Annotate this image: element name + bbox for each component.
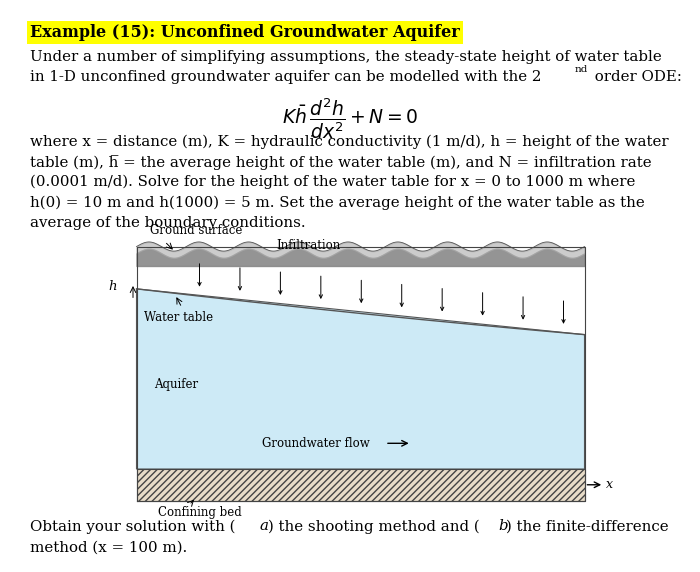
Text: Ground surface: Ground surface <box>150 224 243 237</box>
Text: Aquifer: Aquifer <box>154 378 198 391</box>
Polygon shape <box>136 469 584 500</box>
Text: nd: nd <box>575 65 588 74</box>
Text: h: h <box>108 280 117 292</box>
Text: method (x = 100 m).: method (x = 100 m). <box>30 541 188 555</box>
Text: table (m), h̅ = the average height of the water table (m), and N = infiltration : table (m), h̅ = the average height of th… <box>30 154 652 170</box>
Text: Confining bed: Confining bed <box>158 506 241 519</box>
Text: in 1-D unconfined groundwater aquifer can be modelled with the 2: in 1-D unconfined groundwater aquifer ca… <box>30 70 542 84</box>
Text: where x = distance (m), K = hydraulic conductivity (1 m/d), h = height of the wa: where x = distance (m), K = hydraulic co… <box>30 134 668 149</box>
Text: Obtain your solution with (: Obtain your solution with ( <box>30 519 236 534</box>
Text: ) the finite-difference: ) the finite-difference <box>506 519 669 533</box>
Text: ) the shooting method and (: ) the shooting method and ( <box>268 519 480 534</box>
Text: x: x <box>606 478 612 491</box>
Text: h(0) = 10 m and h(1000) = 5 m. Set the average height of the water table as the: h(0) = 10 m and h(1000) = 5 m. Set the a… <box>30 195 645 210</box>
Text: Under a number of simplifying assumptions, the steady-state height of water tabl: Under a number of simplifying assumption… <box>30 50 662 63</box>
Text: Infiltration: Infiltration <box>276 239 341 252</box>
Text: (0.0001 m/d). Solve for the height of the water table for x = 0 to 1000 m where: (0.0001 m/d). Solve for the height of th… <box>30 175 636 189</box>
Text: Example (15): Unconfined Groundwater Aquifer: Example (15): Unconfined Groundwater Aqu… <box>30 24 460 41</box>
Text: Groundwater flow: Groundwater flow <box>262 437 370 450</box>
Text: Water table: Water table <box>144 311 213 324</box>
Text: average of the boundary conditions.: average of the boundary conditions. <box>30 216 306 229</box>
Text: b: b <box>498 519 508 533</box>
Polygon shape <box>136 289 584 469</box>
Text: order ODE:: order ODE: <box>590 70 682 84</box>
Text: $K\bar{h}\,\dfrac{d^2h}{dx^2} + N = 0$: $K\bar{h}\,\dfrac{d^2h}{dx^2} + N = 0$ <box>282 96 418 141</box>
Text: a: a <box>260 519 269 533</box>
